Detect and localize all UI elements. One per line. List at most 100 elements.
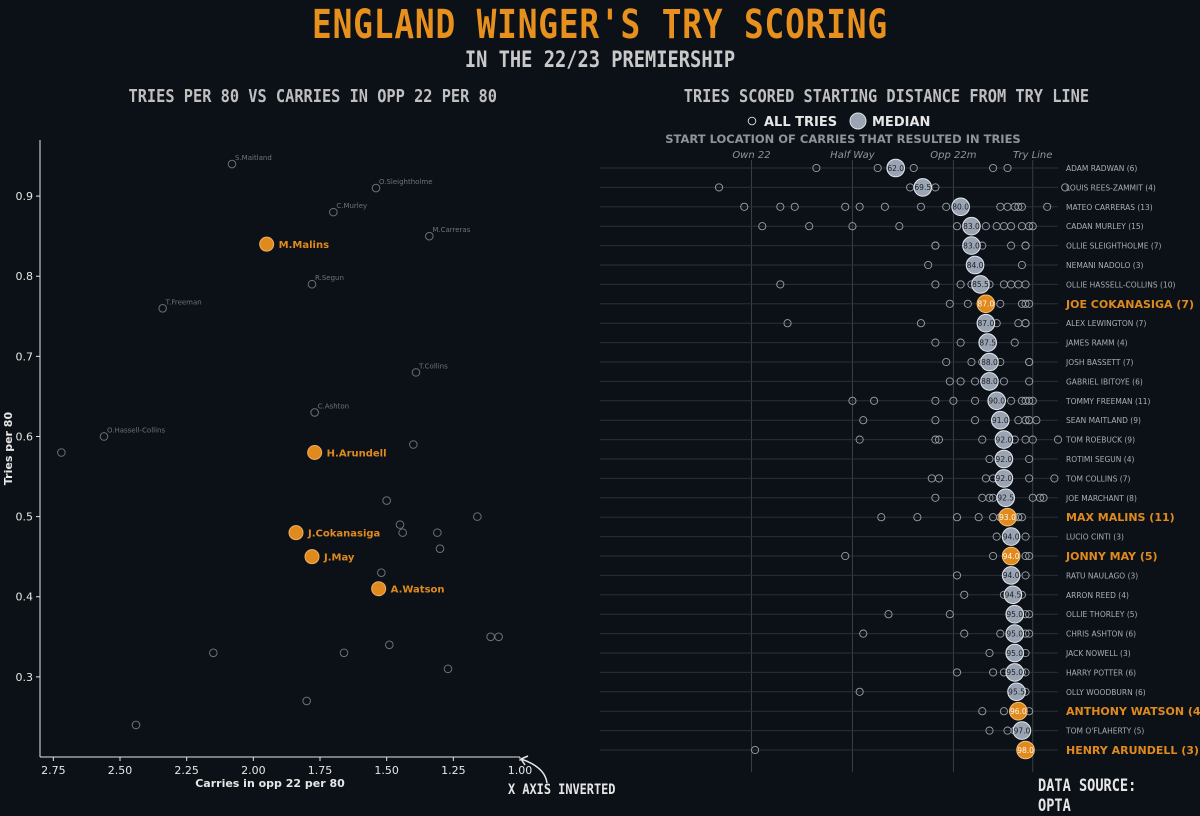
x-tick-label: 2.00 xyxy=(241,764,266,777)
player-name: JOE MARCHANT (8) xyxy=(1065,494,1137,503)
player-label: T.Freeman xyxy=(165,298,202,306)
try-start-point xyxy=(989,551,998,561)
field-marker-label: Own 22 xyxy=(732,150,770,161)
try-start-point xyxy=(855,687,864,696)
try-start-point xyxy=(877,513,886,522)
highlighted-player-name: JOE COKANASIGA (7) xyxy=(1065,298,1194,311)
y-tick-label: 0.6 xyxy=(16,430,34,443)
try-start-point xyxy=(967,357,976,367)
try-start-point xyxy=(1017,202,1026,211)
try-start-point xyxy=(916,319,926,328)
median-marker xyxy=(980,372,999,391)
try-start-point xyxy=(960,590,969,599)
median-marker xyxy=(1001,546,1021,566)
median-value-label: 96.0 xyxy=(1010,707,1027,716)
player-point xyxy=(411,368,421,377)
try-start-point xyxy=(776,202,785,211)
player-point xyxy=(398,528,407,537)
median-value-label: 69.5 xyxy=(914,183,931,192)
player-point xyxy=(57,448,66,457)
legend-median-label: MEDIAN xyxy=(872,115,930,130)
try-start-point xyxy=(1021,551,1030,561)
tries-vs-carries-scatter: 2.75 2.50 2.25 2.00 1.75 1.50 1.25 1.00 0.3 0.4 0.… xyxy=(2,140,532,790)
try-start-point xyxy=(1007,241,1016,250)
try-start-point xyxy=(956,338,965,347)
try-start-point xyxy=(1025,357,1034,367)
try-start-point xyxy=(1025,551,1034,561)
player-point xyxy=(385,640,394,650)
try-start-point xyxy=(971,396,980,405)
player-label: O.Hassell-Collins xyxy=(107,426,165,434)
median-marker xyxy=(1007,682,1026,702)
player-point xyxy=(377,568,386,578)
median-marker xyxy=(965,255,985,275)
try-start-point xyxy=(1039,493,1048,502)
try-start-point xyxy=(985,726,994,735)
try-start-point xyxy=(963,299,972,308)
try-start-point xyxy=(1014,202,1023,211)
try-start-point xyxy=(1007,222,1016,231)
try-start-point xyxy=(895,222,904,231)
median-marker xyxy=(1001,566,1021,585)
try-start-point xyxy=(981,222,990,231)
try-start-point xyxy=(841,551,850,561)
median-marker xyxy=(971,275,990,294)
try-start-point xyxy=(909,163,918,173)
try-start-point xyxy=(870,396,879,405)
try-start-point xyxy=(974,513,983,522)
try-start-point xyxy=(934,474,944,483)
page-subtitle: IN THE 22/23 PREMIERSHIP xyxy=(464,48,736,73)
try-distance-strip-chart: ALL TRIES MEDIAN START LOCATION OF CARRIES… xyxy=(600,112,1200,772)
player-name: ROTIMI SEGUN (4) xyxy=(1066,455,1134,464)
median-value-label: 87.0 xyxy=(978,319,995,328)
highlighted-player-name: HENRY ARUNDELL (3) xyxy=(1066,744,1199,757)
player-label: T.Collins xyxy=(418,362,448,370)
try-start-point xyxy=(1025,629,1034,638)
try-start-point xyxy=(1017,260,1026,270)
try-start-point xyxy=(916,202,926,211)
try-start-point xyxy=(859,416,868,425)
median-value-label: 62.0 xyxy=(887,164,904,173)
median-marker xyxy=(996,488,1016,508)
median-marker xyxy=(976,294,996,314)
field-marker-label: Try Line xyxy=(1013,150,1052,161)
highlighted-player-point xyxy=(288,525,304,541)
player-name: CADAN MURLEY (15) xyxy=(1066,222,1144,231)
median-value-label: 80.0 xyxy=(952,203,969,212)
player-name: NEMANI NADOLO (3) xyxy=(1066,261,1143,270)
player-point xyxy=(99,432,109,441)
x-axis-label: Carries in opp 22 per 80 xyxy=(195,777,345,790)
median-marker xyxy=(1005,624,1025,643)
player-name: MATEO CARRERAS (13) xyxy=(1066,203,1153,212)
player-point xyxy=(302,696,311,706)
try-start-point xyxy=(931,493,940,502)
highlighted-player-label: J.Cokanasiga xyxy=(307,529,380,540)
try-start-point xyxy=(848,396,857,405)
try-start-point xyxy=(859,629,868,638)
median-value-label: 95.0 xyxy=(1006,649,1023,658)
try-start-point xyxy=(1003,163,1012,173)
median-marker xyxy=(994,449,1014,469)
median-value-label: 92.0 xyxy=(996,435,1013,444)
player-name: HARRY POTTER (6) xyxy=(1066,668,1136,677)
median-marker xyxy=(1016,740,1035,760)
player-name: JOSH BASSETT (7) xyxy=(1065,358,1134,367)
highlighted-player-point xyxy=(307,445,323,461)
median-value-label: 83.0 xyxy=(963,222,980,231)
try-start-point xyxy=(1007,396,1016,405)
player-point xyxy=(395,520,405,529)
median-marker xyxy=(978,333,997,352)
try-start-point xyxy=(945,610,954,619)
highlighted-player-name: MAX MALINS (11) xyxy=(1066,511,1175,524)
try-start-point xyxy=(989,668,998,677)
right-panel-title: TRIES SCORED STARTING DISTANCE FROM TRY … xyxy=(683,86,1090,107)
highlighted-player-point xyxy=(304,549,320,565)
try-start-point xyxy=(971,416,980,425)
try-start-point xyxy=(931,396,940,405)
player-point xyxy=(382,496,391,505)
data-source-note: DATA SOURCE: OPTA xyxy=(1038,776,1137,816)
left-panel-title: TRIES PER 80 VS CARRIES IN OPP 22 PER 80 xyxy=(128,86,497,107)
player-name: JAMES RAMM (4) xyxy=(1065,339,1128,348)
player-label: O.Sleightholme xyxy=(379,178,433,186)
player-point xyxy=(158,303,167,313)
